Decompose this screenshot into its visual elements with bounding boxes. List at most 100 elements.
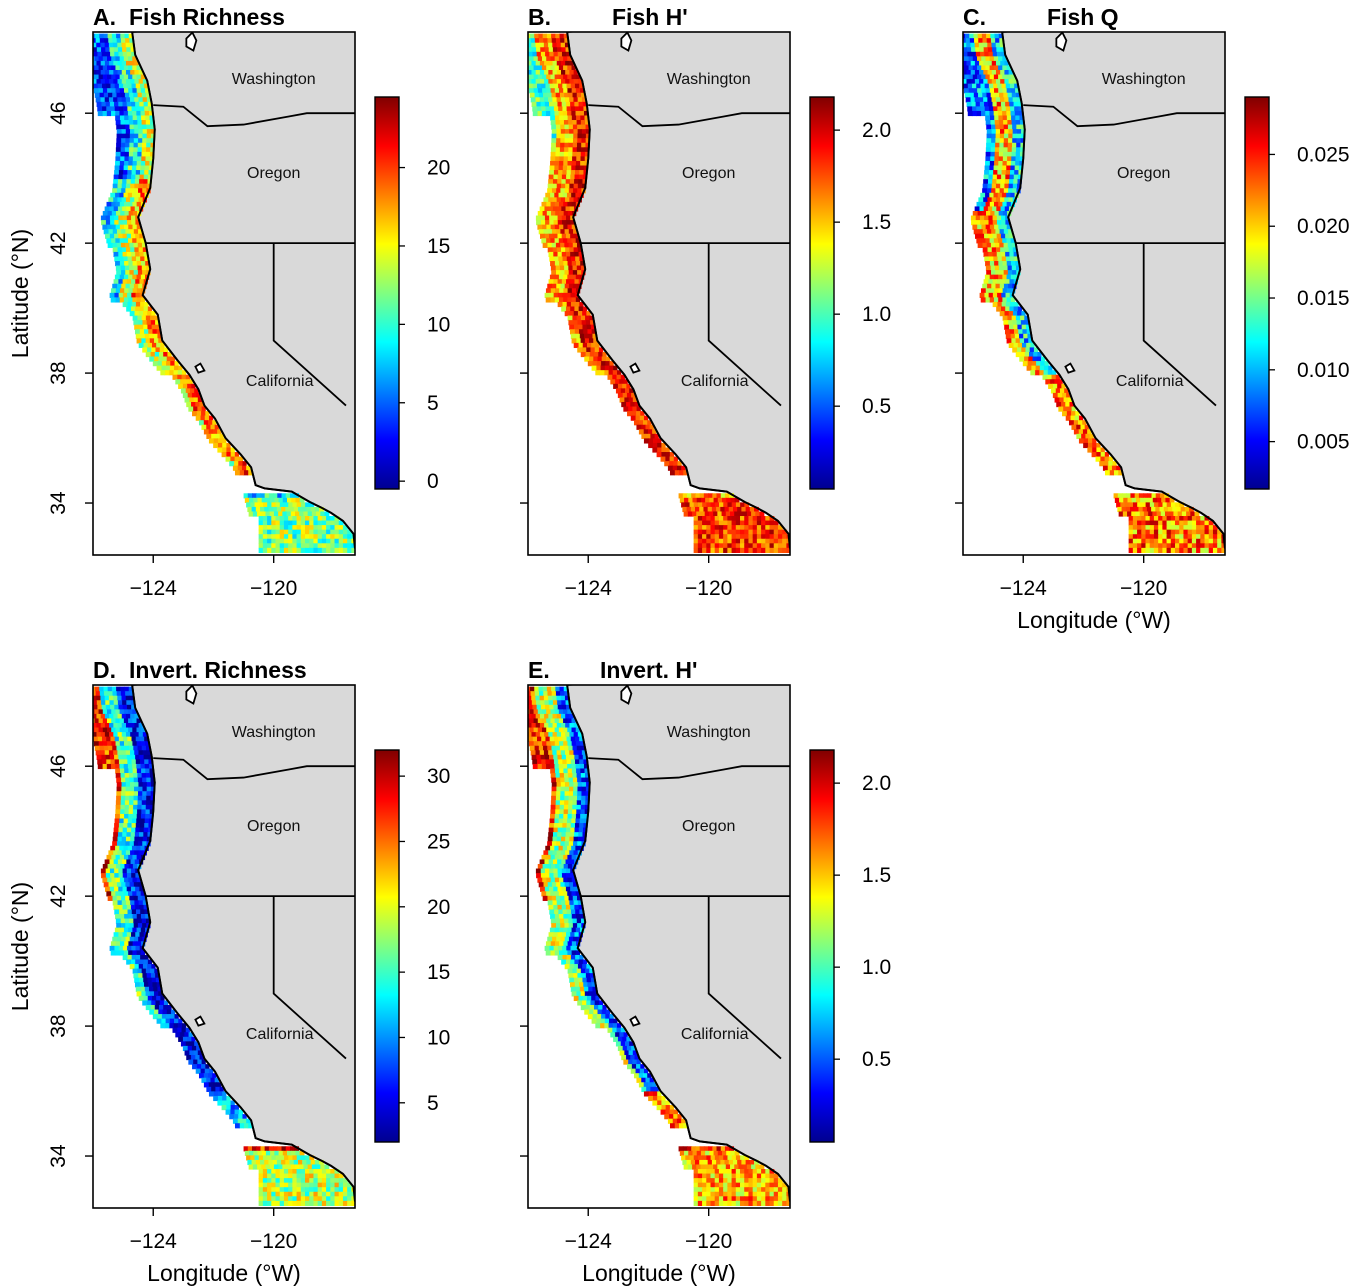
heatmap-cell — [1080, 433, 1086, 439]
heatmap-cell — [737, 506, 742, 513]
heatmap-cell — [543, 79, 549, 85]
heatmap-cell — [567, 242, 573, 248]
heatmap-cell — [519, 52, 524, 57]
heatmap-cell — [119, 88, 124, 94]
heatmap-cell — [1137, 529, 1142, 535]
heatmap-cell — [1128, 538, 1134, 544]
heatmap-cell — [566, 727, 572, 733]
heatmap-cell — [97, 65, 103, 71]
heatmap-cell — [149, 120, 155, 126]
heatmap-cell — [187, 1032, 193, 1038]
heatmap-cell — [989, 151, 995, 158]
heatmap-cell — [96, 47, 102, 53]
heatmap-cell — [110, 297, 116, 303]
heatmap-cell — [130, 233, 136, 239]
heatmap-cell — [119, 768, 125, 774]
heatmap-cell — [1001, 301, 1006, 308]
heatmap-cell — [106, 74, 112, 80]
heatmap-cell — [665, 447, 670, 453]
heatmap-cell — [342, 534, 348, 540]
heatmap-cell — [102, 718, 108, 724]
heatmap-cell — [528, 686, 531, 692]
plot-frame — [962, 31, 1226, 556]
heatmap-cell — [239, 470, 245, 476]
heatmap-cell — [967, 74, 973, 80]
heatmap-cell — [1020, 320, 1026, 326]
heatmap-cell — [570, 927, 576, 933]
heatmap-cell — [580, 923, 586, 929]
heatmap-cell — [997, 297, 1003, 303]
heatmap-cell — [975, 106, 981, 112]
heatmap-cell — [995, 247, 1001, 253]
heatmap-cell — [296, 1155, 302, 1161]
heatmap-cell — [137, 850, 143, 856]
heatmap-cell — [153, 991, 159, 997]
heatmap-cell — [119, 297, 124, 303]
heatmap-cell — [317, 1178, 323, 1184]
heatmap-cell — [568, 923, 573, 929]
heatmap-cell — [530, 723, 536, 729]
heatmap-cell — [216, 1082, 222, 1088]
heatmap-cell — [997, 110, 1003, 117]
heatmap-cell — [262, 1178, 268, 1184]
heatmap-cell — [1009, 110, 1015, 117]
heatmap-cell — [548, 700, 553, 706]
heatmap-cell — [1204, 525, 1210, 531]
heatmap-cell — [547, 247, 553, 253]
heatmap-cell — [1005, 238, 1011, 244]
heatmap-cell — [567, 142, 573, 148]
heatmap-cell — [342, 1187, 348, 1193]
heatmap-cell — [560, 60, 566, 67]
heatmap-cell — [1034, 370, 1040, 376]
heatmap-cell — [550, 265, 556, 271]
heatmap-cell — [1149, 543, 1155, 549]
heatmap-cell — [566, 877, 572, 883]
heatmap-cell — [517, 38, 522, 43]
heatmap-cell — [534, 97, 540, 103]
heatmap-cell — [1137, 520, 1142, 526]
heatmap-cell — [127, 115, 133, 121]
heatmap-cell — [558, 201, 564, 208]
heatmap-cell — [576, 841, 582, 847]
heatmap-cell — [547, 841, 552, 847]
heatmap-cell — [682, 493, 688, 499]
heatmap-cell — [121, 179, 127, 185]
heatmap-cell — [553, 238, 559, 244]
heatmap-cell — [135, 845, 141, 851]
heatmap-cell — [528, 33, 531, 39]
heatmap-cell — [128, 745, 134, 751]
heatmap-cell — [544, 736, 550, 742]
heatmap-cell — [554, 727, 559, 733]
heatmap-cell — [310, 1159, 316, 1166]
heatmap-cell — [232, 1118, 238, 1124]
heatmap-cell — [541, 88, 547, 94]
heatmap-cell — [537, 727, 543, 733]
heatmap-cell — [550, 800, 556, 806]
heatmap-cell — [580, 800, 586, 806]
heatmap-cell — [108, 47, 114, 53]
heatmap-cell — [130, 251, 136, 258]
heatmap-cell — [225, 1100, 231, 1106]
heatmap-cell — [146, 786, 151, 792]
heatmap-cell — [1012, 97, 1017, 103]
heatmap-cell — [994, 229, 1000, 235]
heatmap-cell — [565, 704, 571, 710]
heatmap-cell — [590, 977, 596, 983]
y-axis-title: Latitude (°N) — [7, 882, 33, 1011]
heatmap-cell — [252, 511, 258, 517]
heatmap-cell — [1153, 543, 1159, 549]
heatmap-cell — [156, 365, 162, 371]
heatmap-cell — [575, 891, 580, 897]
heatmap-cell — [712, 493, 718, 499]
heatmap-cell — [1107, 465, 1112, 471]
heatmap-cell — [141, 895, 147, 901]
heatmap-cell — [626, 392, 632, 399]
heatmap-cell — [258, 1187, 264, 1193]
heatmap-cell — [536, 110, 542, 117]
heatmap-cell — [575, 727, 580, 733]
heatmap-cell — [309, 516, 315, 522]
heatmap-cell — [550, 151, 556, 158]
heatmap-cell — [133, 133, 139, 139]
heatmap-cell — [330, 1173, 336, 1179]
heatmap-cell — [113, 279, 119, 285]
